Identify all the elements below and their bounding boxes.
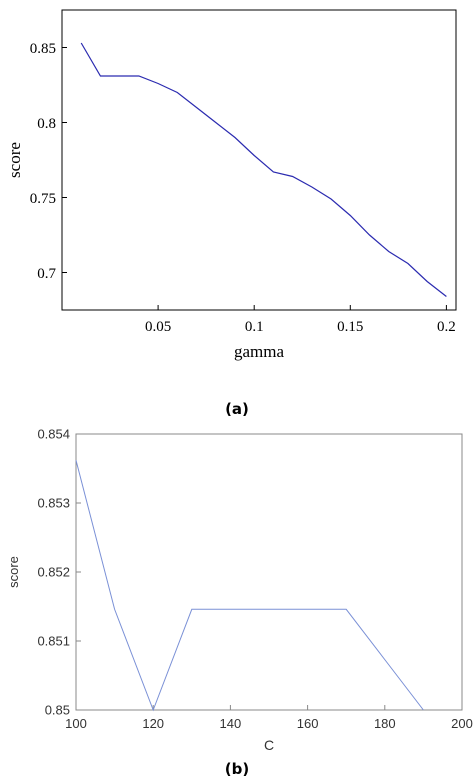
chart-a-plot-frame [61,9,457,311]
chart-b-series-line [75,460,424,712]
y-tick-label: 0.85 [30,41,56,57]
x-tick-label: 0.15 [337,319,363,335]
caption-a: (a) [225,400,249,418]
x-tick-label: 0.1 [245,319,264,335]
chart-b: 100 120 140 160 180 200 0.85 0.851 0.852 0.853 0.8… [6,427,473,753]
chart-b-plot-frame [75,433,463,711]
x-tick-label: 200 [451,716,473,731]
chart-a-ticks: 0.05 0.1 0.15 0.2 0.7 0.75 0.8 0.85 [30,41,456,335]
chart-a-y-axis-label: score [5,142,24,178]
chart-a-x-axis-label: gamma [234,342,284,361]
y-tick-label: 0.854 [37,427,70,442]
y-tick-label: 0.853 [37,496,70,511]
x-tick-label: 120 [142,716,164,731]
y-tick-label: 0.852 [37,565,70,580]
chart-a: 0.05 0.1 0.15 0.2 0.7 0.75 0.8 0.85 gamma score [5,9,457,361]
x-tick-label: 140 [220,716,242,731]
chart-b-y-axis-label: score [6,556,21,588]
x-tick-label: 100 [65,716,87,731]
x-tick-label: 160 [297,716,319,731]
x-tick-label: 0.05 [145,319,171,335]
x-tick-label: 180 [374,716,396,731]
y-tick-label: 0.85 [45,703,70,718]
y-tick-label: 0.8 [37,116,56,132]
caption-b: (b) [224,760,250,778]
chart-a-series-line [80,42,447,297]
y-tick-label: 0.7 [37,266,56,282]
chart-b-ticks: 100 120 140 160 180 200 0.85 0.851 0.852 0.853 0.8… [37,427,472,731]
chart-b-x-axis-label: C [264,737,274,753]
y-tick-label: 0.75 [30,191,56,207]
x-tick-label: 0.2 [437,319,456,335]
y-tick-label: 0.851 [37,634,70,649]
